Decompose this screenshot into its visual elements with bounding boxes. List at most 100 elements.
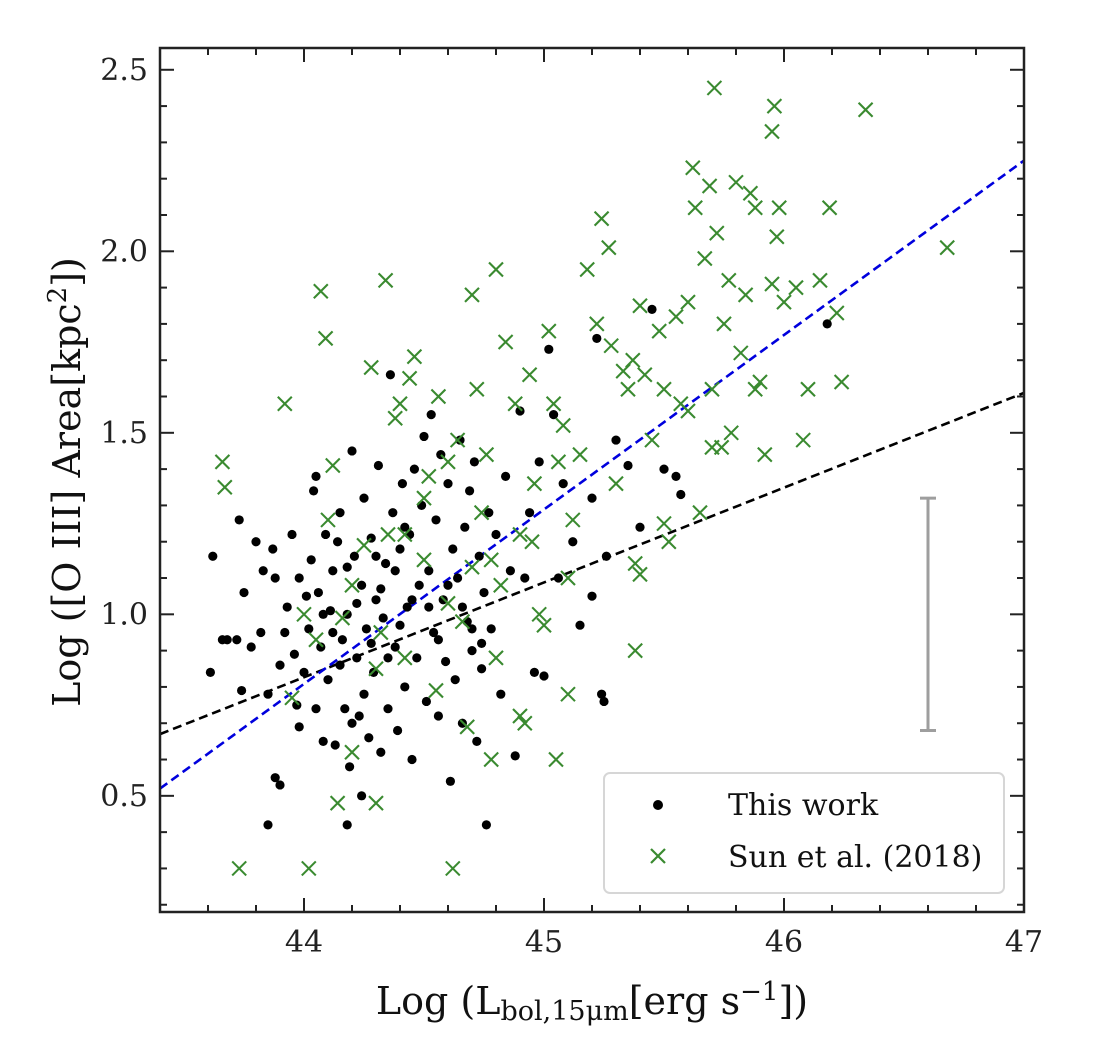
data-point [395, 544, 405, 554]
data-point [239, 587, 249, 598]
data-point-x [752, 374, 768, 390]
data-point-x [555, 417, 571, 434]
data-point [335, 660, 345, 670]
data-point-x [488, 261, 504, 278]
data-point [597, 689, 607, 699]
data-point-x [459, 719, 475, 735]
data-point-x [320, 512, 336, 528]
data-point [477, 638, 487, 648]
data-point-x [742, 185, 759, 201]
data-point-x [627, 642, 643, 659]
x-axis-label: Log (Lbol,15μm[erg s−1]) [376, 977, 808, 1027]
data-point-x [589, 316, 605, 332]
data-point [599, 696, 609, 707]
data-point-x [325, 457, 341, 474]
data-point-x [344, 744, 360, 761]
data-point [328, 627, 338, 638]
data-point [256, 627, 266, 638]
data-point-x [512, 708, 528, 724]
fit-line-blue [159, 159, 1025, 790]
data-point [294, 573, 304, 583]
data-point [313, 587, 323, 598]
data-point [469, 457, 479, 467]
data-point [465, 486, 475, 496]
data-point-x [464, 287, 480, 303]
data-point-x [507, 396, 523, 412]
data-point-x [401, 370, 418, 387]
error-bar [920, 496, 936, 732]
data-point [467, 624, 477, 634]
legend-marker-sun-2018 [650, 848, 666, 864]
data-point [263, 820, 273, 830]
data-point [385, 370, 395, 380]
data-point-x [277, 396, 293, 412]
data-point-x [833, 374, 850, 390]
data-point-x [766, 98, 783, 114]
data-point-x [214, 454, 231, 470]
data-point [481, 820, 491, 830]
data-point-x [454, 613, 471, 630]
data-point [383, 653, 393, 663]
data-point [647, 304, 657, 314]
data-point-x [524, 533, 540, 550]
data-point [294, 722, 304, 732]
data-point-x [284, 690, 300, 706]
data-point-x [548, 751, 564, 768]
data-point-x [560, 686, 576, 702]
data-point [388, 508, 398, 518]
data-point-x [776, 294, 792, 310]
data-point-x [483, 751, 499, 768]
data-point-x [497, 334, 514, 350]
data-point-x [579, 261, 595, 278]
legend-marker-this-work [653, 800, 663, 810]
data-point-x [706, 80, 723, 96]
x-tick-label: 44 [285, 925, 323, 960]
data-point [359, 689, 369, 699]
data-point [479, 587, 489, 598]
tick-labels: 44 45 46 47 0.5 1.0 1.5 2.0 2.5 [100, 53, 1043, 960]
data-point-x [301, 860, 317, 877]
data-point [263, 689, 273, 699]
data-point-x [397, 526, 413, 543]
data-point [301, 591, 311, 601]
data-point [421, 696, 431, 707]
data-point-x [620, 381, 636, 397]
data-point [441, 656, 451, 667]
data-point [558, 479, 568, 489]
legend-box [603, 772, 1005, 894]
data-point [539, 671, 549, 681]
data-point [299, 667, 309, 678]
data-point-x [469, 381, 485, 397]
data-point-x [764, 123, 780, 140]
data-point-x [601, 239, 617, 256]
data-point-x [721, 272, 737, 289]
legend: This work Sun et al. (2018) [603, 772, 1005, 894]
data-point-x [857, 101, 874, 118]
data-point [345, 762, 355, 772]
data-point [635, 522, 645, 532]
data-point-x [733, 345, 749, 361]
data-point-x [747, 199, 763, 216]
data-point [455, 435, 465, 445]
data-point [822, 319, 832, 329]
x-tick-label: 46 [765, 925, 803, 960]
data-point-x [704, 381, 720, 397]
data-point-x [483, 552, 499, 568]
fit-line-black [159, 391, 1025, 736]
data-point-x [373, 624, 389, 641]
data-point [232, 635, 242, 645]
data-point-x [488, 650, 504, 666]
data-point [515, 406, 525, 416]
data-point-x [812, 272, 828, 289]
data-point-x [377, 272, 394, 289]
data-point-x [356, 537, 372, 554]
data-point-x [449, 432, 466, 448]
data-point [330, 740, 340, 750]
data-point [390, 566, 400, 576]
data-point [424, 602, 434, 612]
data-point-x [697, 250, 713, 267]
data-point-x [771, 199, 787, 216]
data-point-x [627, 555, 643, 572]
data-point [414, 580, 424, 590]
data-point-x [668, 308, 684, 325]
